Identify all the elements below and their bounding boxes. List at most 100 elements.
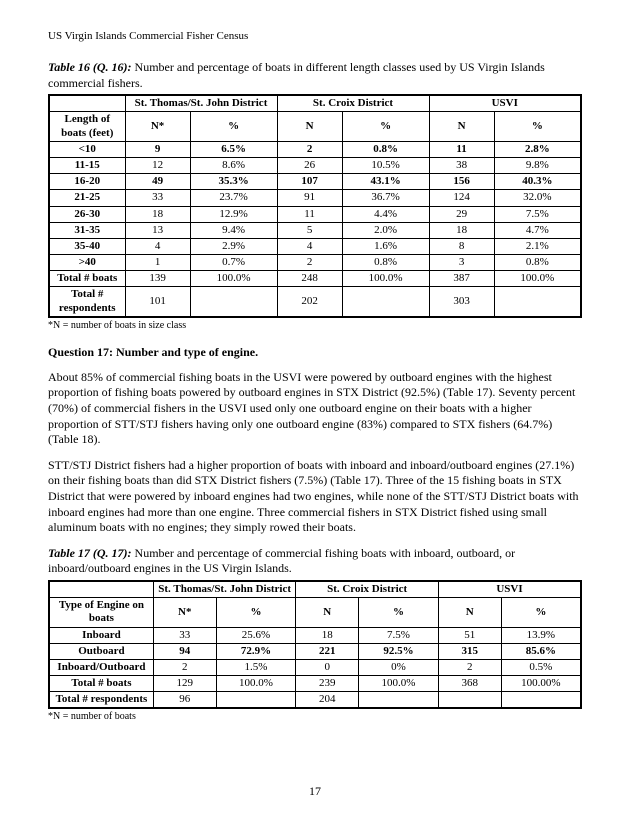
table16-sh-5: %: [494, 112, 581, 141]
table17-cell: 0%: [359, 659, 439, 675]
table17-cell: 0: [296, 659, 359, 675]
table16-cell: 91: [277, 190, 342, 206]
table16-cell: 8: [429, 238, 494, 254]
table17-cell: 129: [153, 676, 216, 692]
table17-cell: [359, 692, 439, 709]
table17-row-label: Inboard/Outboard: [49, 659, 153, 675]
table17-cell: 1.5%: [216, 659, 296, 675]
table17-gh-1: St. Croix District: [296, 581, 439, 598]
table16-cell: 43.1%: [342, 174, 429, 190]
table16-cell: 12.9%: [190, 206, 277, 222]
table17-caption: Table 17 (Q. 17): Number and percentage …: [48, 546, 582, 577]
table16-cell: 3: [429, 255, 494, 271]
table16-cell: 23.7%: [190, 190, 277, 206]
table16-cell: 29: [429, 206, 494, 222]
table16-cell: 9: [125, 141, 190, 157]
q17-title: Question 17: Number and type of engine.: [48, 345, 582, 360]
table17-sh-1: %: [216, 598, 296, 627]
table16-row-label: >40: [49, 255, 125, 271]
table16-cell: 202: [277, 287, 342, 317]
table16-cell: 2: [277, 141, 342, 157]
table16-cell: 11: [277, 206, 342, 222]
table17-cell: 18: [296, 627, 359, 643]
table17-cell: 13.9%: [501, 627, 581, 643]
table17-row-label: Total # respondents: [49, 692, 153, 709]
table17-cell: 96: [153, 692, 216, 709]
table16-row: 35-4042.9%41.6%82.1%: [49, 238, 581, 254]
table16-row-label: 21-25: [49, 190, 125, 206]
page-number: 17: [0, 784, 630, 799]
table16-cell: 2.1%: [494, 238, 581, 254]
q17-para2: STT/STJ District fishers had a higher pr…: [48, 458, 582, 536]
table16-row: 31-35139.4%52.0%184.7%: [49, 222, 581, 238]
table16-cell: 49: [125, 174, 190, 190]
table16-gh-0: St. Thomas/St. John District: [125, 95, 277, 112]
table17-row-label: Inboard: [49, 627, 153, 643]
table17-sh-3: %: [359, 598, 439, 627]
table16-cell: 248: [277, 271, 342, 287]
table17-cell: [501, 692, 581, 709]
table16-cell: 18: [125, 206, 190, 222]
table16-row-label: 16-20: [49, 174, 125, 190]
table16-cell: 11: [429, 141, 494, 157]
table16-row-label: Total # respondents: [49, 287, 125, 317]
table16-cell: 124: [429, 190, 494, 206]
table16-sh-1: %: [190, 112, 277, 141]
table16-cell: 7.5%: [494, 206, 581, 222]
table16-rowhead: Length of boats (feet): [49, 112, 125, 141]
table17-row-label: Outboard: [49, 643, 153, 659]
table16-row: 16-204935.3%10743.1%15640.3%: [49, 174, 581, 190]
table16-row: 21-253323.7%9136.7%12432.0%: [49, 190, 581, 206]
table16-caption: Table 16 (Q. 16): Number and percentage …: [48, 60, 582, 91]
table17-cell: 51: [438, 627, 501, 643]
table16-cell: 4.7%: [494, 222, 581, 238]
table16-cell: 100.0%: [494, 271, 581, 287]
table17-cell: 0.5%: [501, 659, 581, 675]
table17-row: Total # boats129100.0%239100.0%368100.00…: [49, 676, 581, 692]
table16-row: Total # boats139100.0%248100.0%387100.0%: [49, 271, 581, 287]
table16-cell: 2.0%: [342, 222, 429, 238]
table16-cell: 0.8%: [342, 255, 429, 271]
table16-cell: 1: [125, 255, 190, 271]
table17-cell: 204: [296, 692, 359, 709]
table17-cell: 94: [153, 643, 216, 659]
table16-cell: [190, 287, 277, 317]
table16-cell: 8.6%: [190, 157, 277, 173]
table16-footnote: *N = number of boats in size class: [48, 320, 582, 331]
table16-sh-3: %: [342, 112, 429, 141]
table16-sh-4: N: [429, 112, 494, 141]
table16-cell: 303: [429, 287, 494, 317]
table16-row-label: <10: [49, 141, 125, 157]
table17-footnote: *N = number of boats: [48, 711, 582, 722]
table16-cell: 36.7%: [342, 190, 429, 206]
table16-cell: 1.6%: [342, 238, 429, 254]
table17-cell: 221: [296, 643, 359, 659]
table16-cell: 18: [429, 222, 494, 238]
table16-cell: 0.7%: [190, 255, 277, 271]
table16-cell: 33: [125, 190, 190, 206]
table16-row: <1096.5%20.8%112.8%: [49, 141, 581, 157]
table17-cell: 2: [438, 659, 501, 675]
table17-cell: 25.6%: [216, 627, 296, 643]
table17-cell: [438, 692, 501, 709]
table16-cell: 10.5%: [342, 157, 429, 173]
table16-cell: 100.0%: [190, 271, 277, 287]
table16-cell: 139: [125, 271, 190, 287]
table17-gh-0: St. Thomas/St. John District: [153, 581, 296, 598]
table17-row: Total # respondents96 204: [49, 692, 581, 709]
table16-cell: 0.8%: [342, 141, 429, 157]
table17-cell: 7.5%: [359, 627, 439, 643]
table17: St. Thomas/St. John District St. Croix D…: [48, 580, 582, 710]
table16-row: Total # respondents101202303: [49, 287, 581, 317]
table16-cell: 100.0%: [342, 271, 429, 287]
table17-row: Inboard/Outboard21.5%00%20.5%: [49, 659, 581, 675]
table17-sh-4: N: [438, 598, 501, 627]
table16-cell: 9.4%: [190, 222, 277, 238]
table16-cell: 0.8%: [494, 255, 581, 271]
table16-cell: [342, 287, 429, 317]
table17-cell: 85.6%: [501, 643, 581, 659]
table17-cell: 100.0%: [216, 676, 296, 692]
table16-row: 26-301812.9%114.4%297.5%: [49, 206, 581, 222]
table16-cell: 4: [277, 238, 342, 254]
table17-cell: 33: [153, 627, 216, 643]
